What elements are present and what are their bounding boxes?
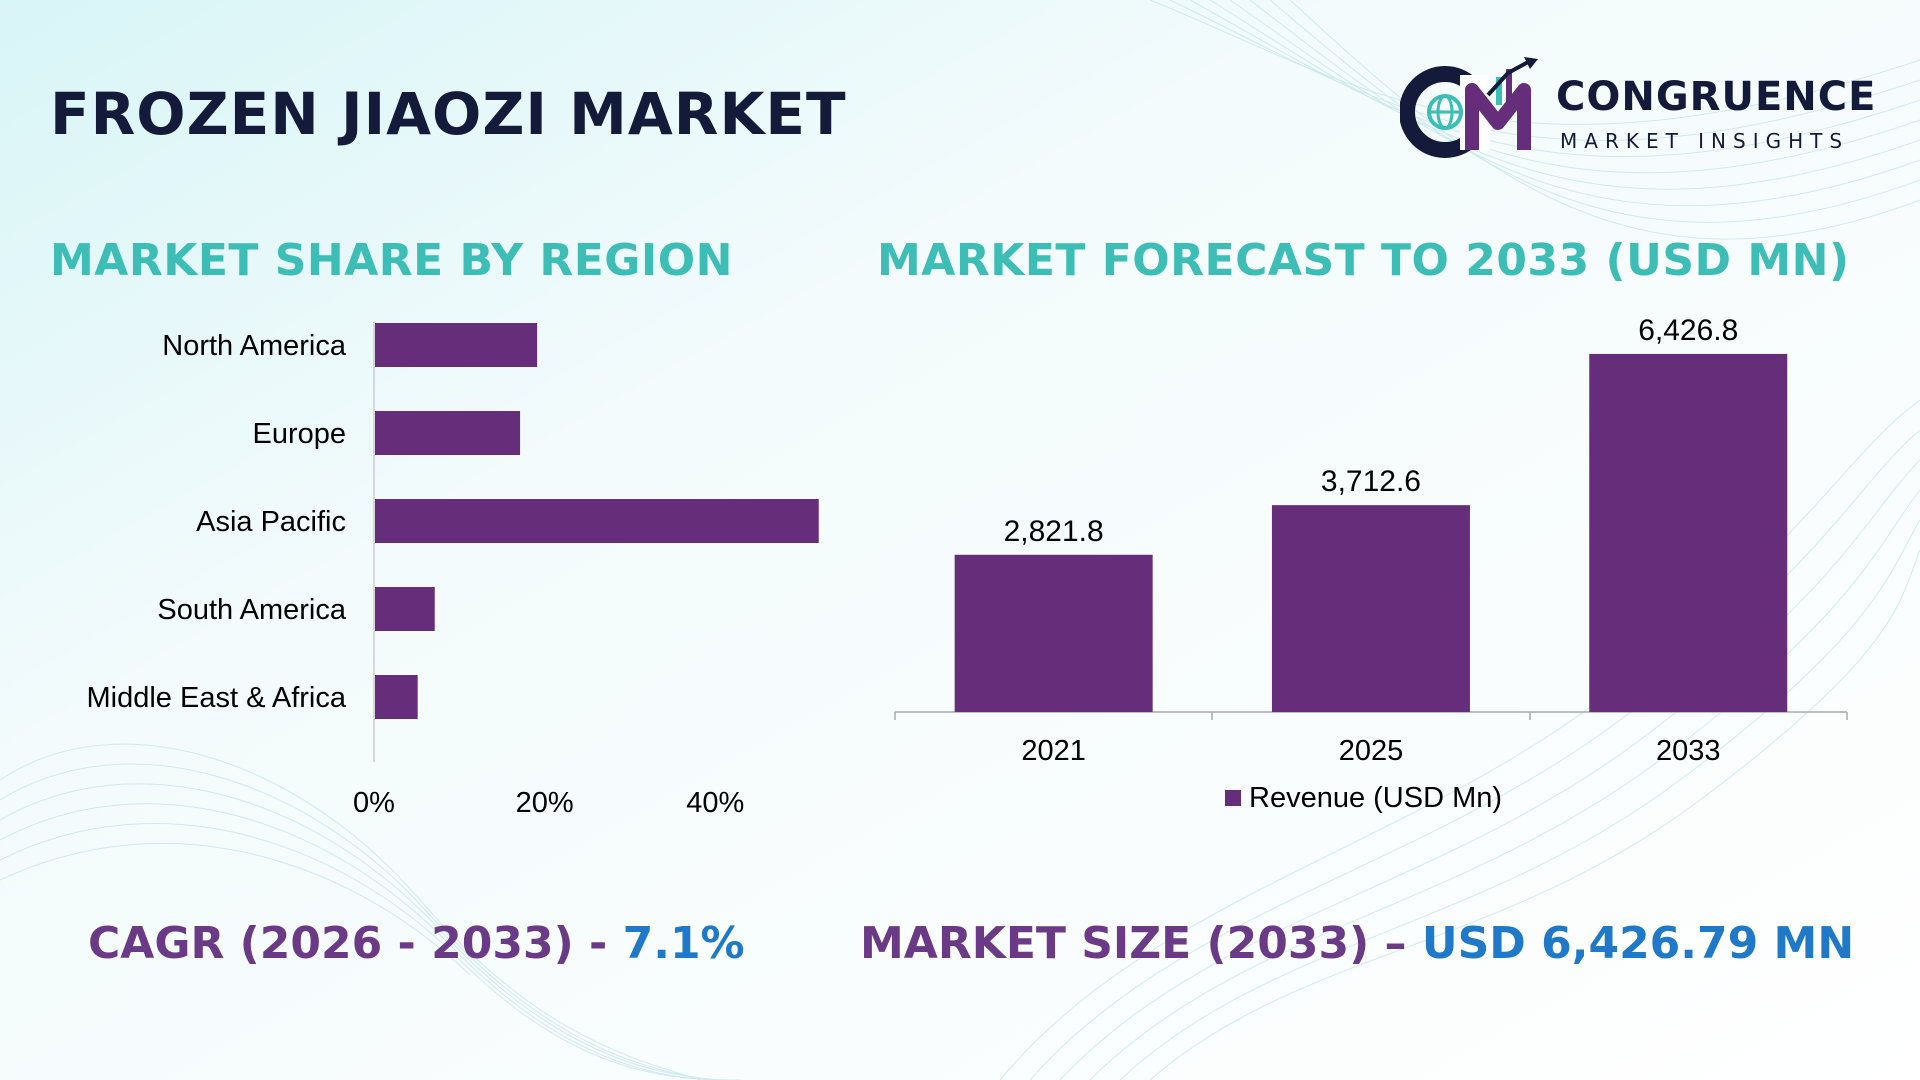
legend-label: Revenue (USD Mn) [1249,782,1502,814]
page-title: FROZEN JIAOZI MARKET [50,80,847,148]
region-bar [375,675,418,719]
forecast-bar [954,554,1153,712]
forecast-data-label: 6,426.8 [1638,314,1738,347]
region-bar [375,323,538,367]
forecast-bar [1589,353,1788,712]
region-category-label: North America [162,330,347,362]
region-category-label: Asia Pacific [196,506,346,538]
logo-name: CONGRUENCE [1556,74,1877,120]
region-x-tick-label: 20% [516,787,574,819]
region-section-title: MARKET SHARE BY REGION [50,235,733,286]
forecast-data-label: 3,712.6 [1321,465,1421,498]
market-forecast-chart: 2,821.8 3,712.6 6,426.8 2021 2025 2033 Reven… [894,314,1848,814]
legend-swatch [1225,790,1241,806]
region-x-tick-label: 0% [353,787,395,819]
region-category-label: South America [157,594,346,626]
region-share-chart: North America Europe Asia Pacific South Ame… [87,322,819,819]
region-bar [375,411,521,455]
market-size-stat: MARKET SIZE (2033) – USD 6,426.79 MN [860,918,1854,969]
region-category-label: Middle East & Africa [87,682,347,714]
cagr-label: CAGR (2026 - 2033) - [88,918,623,969]
market-size-label: MARKET SIZE (2033) – [860,918,1422,969]
forecast-bar [1271,505,1470,712]
forecast-data-label: 2,821.8 [1004,515,1104,548]
logo-subtitle: MARKET INSIGHTS [1560,129,1850,153]
region-category-label: Europe [252,418,346,450]
market-size-value: USD 6,426.79 MN [1421,918,1855,969]
region-bar [375,587,435,631]
region-x-tick-label: 40% [686,787,744,819]
forecast-category-label: 2021 [1021,735,1086,767]
forecast-category-label: 2033 [1656,735,1721,767]
region-bar [375,499,819,543]
company-logo [1400,57,1538,158]
cagr-stat: CAGR (2026 - 2033) - 7.1% [88,918,745,969]
cagr-value: 7.1% [622,918,745,969]
forecast-section-title: MARKET FORECAST TO 2033 (USD MN) [877,235,1850,286]
forecast-category-label: 2025 [1339,735,1404,767]
